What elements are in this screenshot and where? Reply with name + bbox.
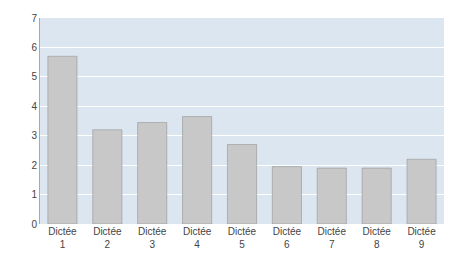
svg-text:7: 7	[31, 13, 37, 24]
svg-text:5: 5	[31, 71, 37, 82]
svg-text:Dictée2: Dictée2	[93, 226, 122, 250]
svg-text:Dictée5: Dictée5	[228, 226, 257, 250]
svg-text:0: 0	[31, 219, 37, 230]
svg-text:3: 3	[31, 130, 37, 141]
svg-text:1: 1	[31, 189, 37, 200]
svg-text:Dictée1: Dictée1	[48, 226, 77, 250]
svg-text:Dictée8: Dictée8	[362, 226, 391, 250]
svg-text:Dictée9: Dictée9	[407, 226, 436, 250]
svg-text:Dictée7: Dictée7	[318, 226, 347, 250]
svg-text:2: 2	[31, 160, 37, 171]
svg-text:Dictée4: Dictée4	[183, 226, 212, 250]
svg-text:Dictée6: Dictée6	[273, 226, 302, 250]
svg-text:6: 6	[31, 42, 37, 53]
svg-text:4: 4	[31, 101, 37, 112]
svg-text:Dictée3: Dictée3	[138, 226, 167, 250]
